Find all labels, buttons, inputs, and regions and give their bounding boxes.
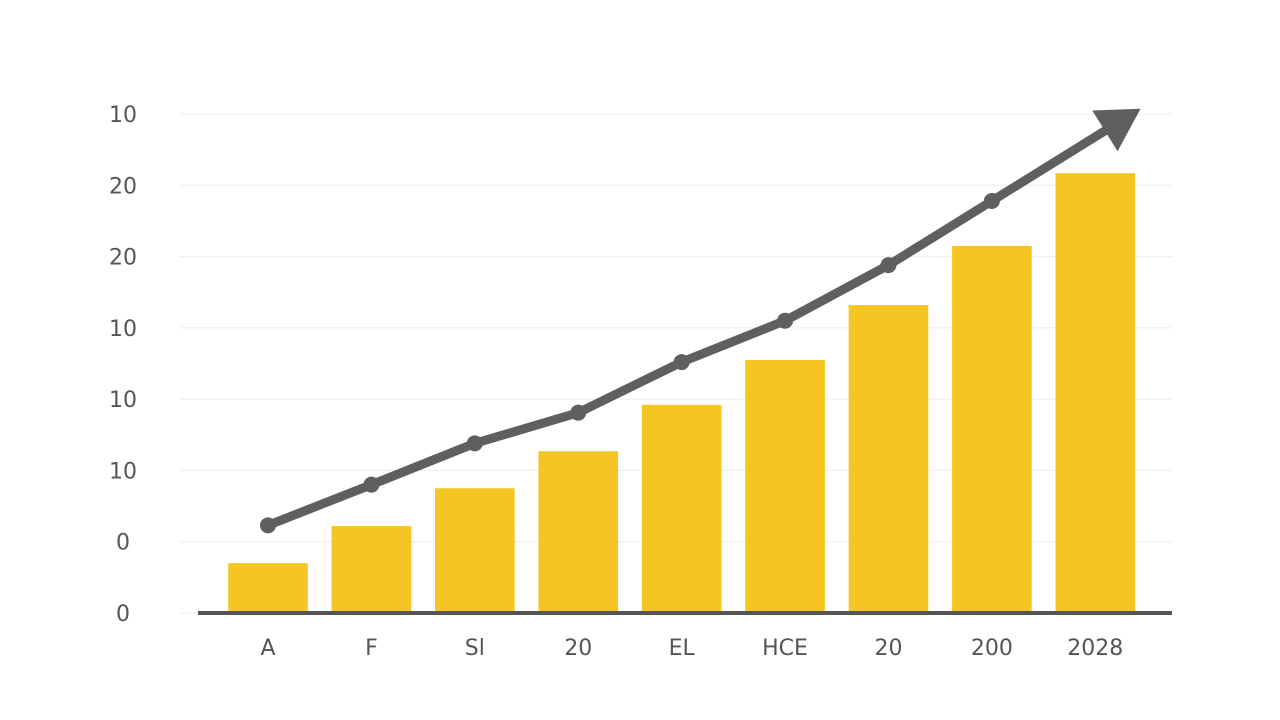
- y-tick-label: 10: [109, 103, 137, 128]
- y-tick-label: 10: [109, 459, 137, 484]
- line-point: [570, 404, 587, 421]
- x-tick-label: A: [260, 636, 275, 661]
- x-tick-label: F: [365, 636, 378, 661]
- bar: [641, 404, 722, 613]
- x-tick-label: 20: [564, 636, 592, 661]
- x-tick-label: 2028: [1067, 636, 1123, 661]
- y-tick-label: 0: [116, 602, 130, 627]
- bar: [538, 451, 619, 613]
- y-tick-label: 10: [109, 388, 137, 413]
- x-tick-label: Sl: [465, 636, 485, 661]
- line-point: [673, 354, 690, 371]
- x-tick-label: HCE: [762, 636, 808, 661]
- bar: [435, 488, 515, 613]
- line-point: [363, 476, 380, 493]
- line-point: [880, 257, 897, 274]
- x-tick-label: 20: [874, 636, 902, 661]
- line-point: [260, 517, 277, 534]
- trend-line: [263, 196, 997, 530]
- x-tick-label: EL: [669, 636, 696, 661]
- y-tick-label: 20: [109, 246, 137, 271]
- bar: [228, 563, 308, 613]
- x-tick-label: 200: [971, 636, 1013, 661]
- bar: [331, 526, 412, 613]
- bar: [1055, 173, 1136, 613]
- arrow-head: [1092, 108, 1141, 152]
- line-point: [466, 435, 483, 452]
- arrow-shaft: [987, 126, 1110, 206]
- y-tick-label: 20: [109, 174, 137, 199]
- y-tick-label: 10: [109, 317, 137, 342]
- y-tick-label: 0: [116, 531, 130, 556]
- bar: [745, 359, 825, 613]
- line-point: [777, 312, 794, 329]
- bar: [848, 305, 929, 613]
- bar: [952, 245, 1032, 613]
- line-point: [983, 192, 1000, 209]
